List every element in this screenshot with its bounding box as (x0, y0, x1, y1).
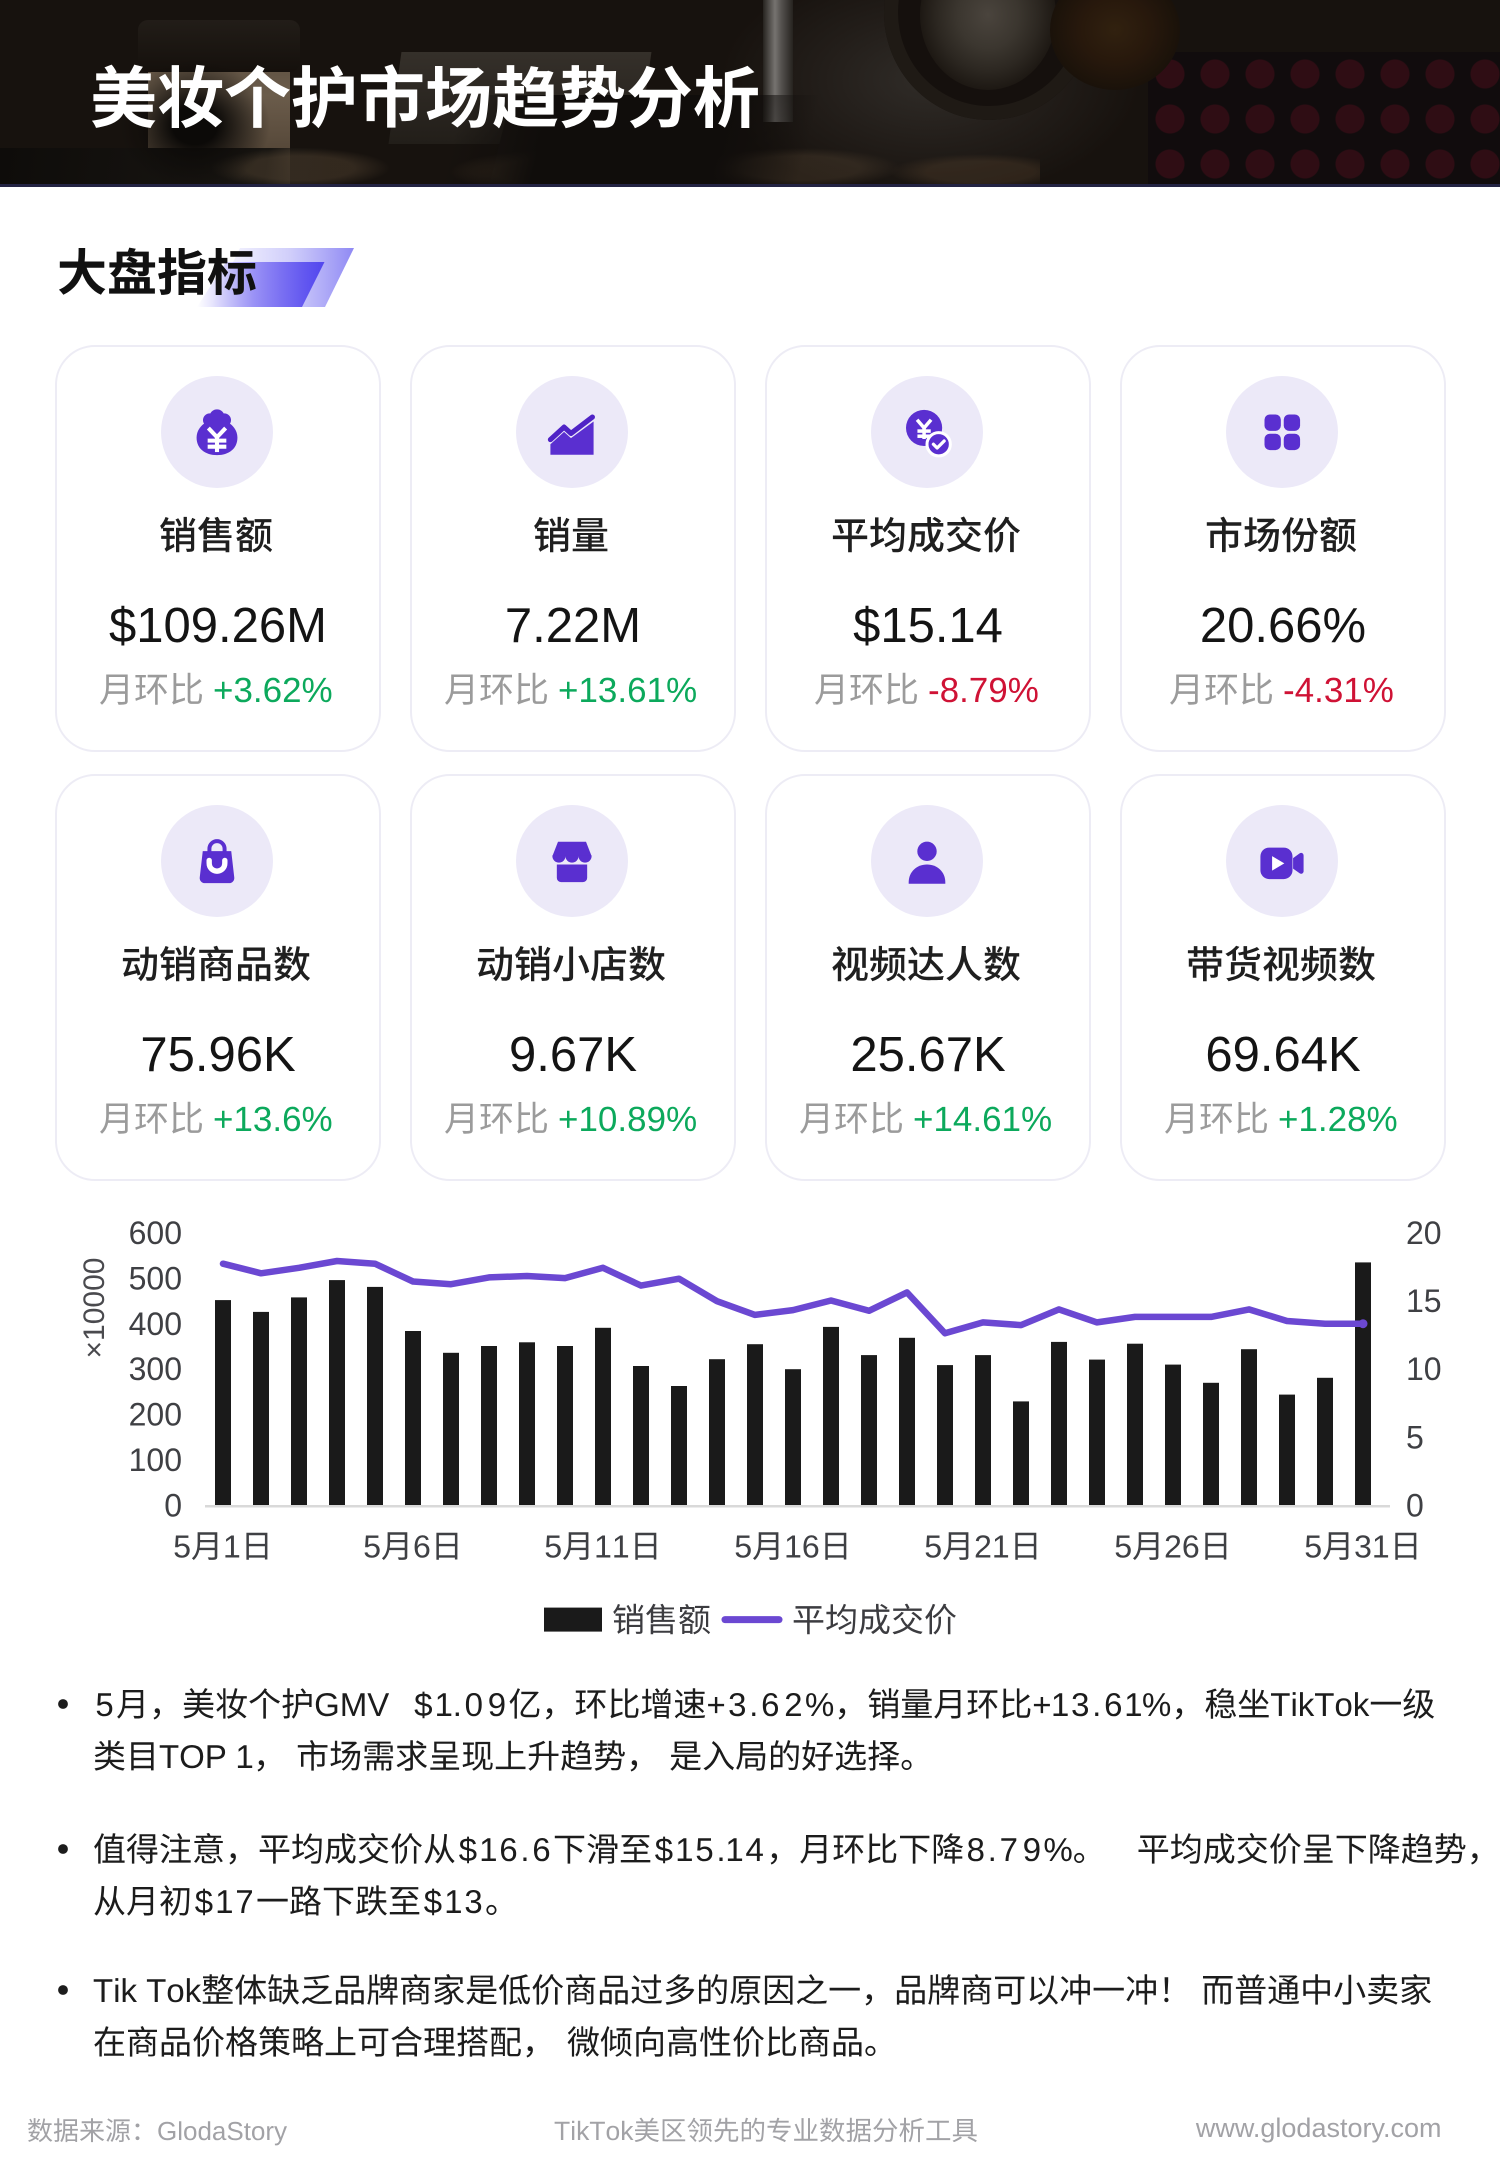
svg-text:600: 600 (129, 1215, 182, 1251)
svg-text:20: 20 (1406, 1215, 1442, 1251)
svg-text:500: 500 (129, 1260, 182, 1296)
svg-text:0: 0 (164, 1488, 182, 1524)
svg-text:200: 200 (129, 1397, 182, 1433)
svg-text:×10000: ×10000 (78, 1258, 111, 1359)
svg-text:5: 5 (1406, 1419, 1424, 1455)
svg-text:0: 0 (1406, 1488, 1424, 1524)
svg-text:400: 400 (129, 1306, 182, 1342)
svg-text:100: 100 (129, 1442, 182, 1478)
svg-text:10: 10 (1406, 1351, 1442, 1387)
svg-text:15: 15 (1406, 1283, 1442, 1319)
svg-text:300: 300 (129, 1351, 182, 1387)
